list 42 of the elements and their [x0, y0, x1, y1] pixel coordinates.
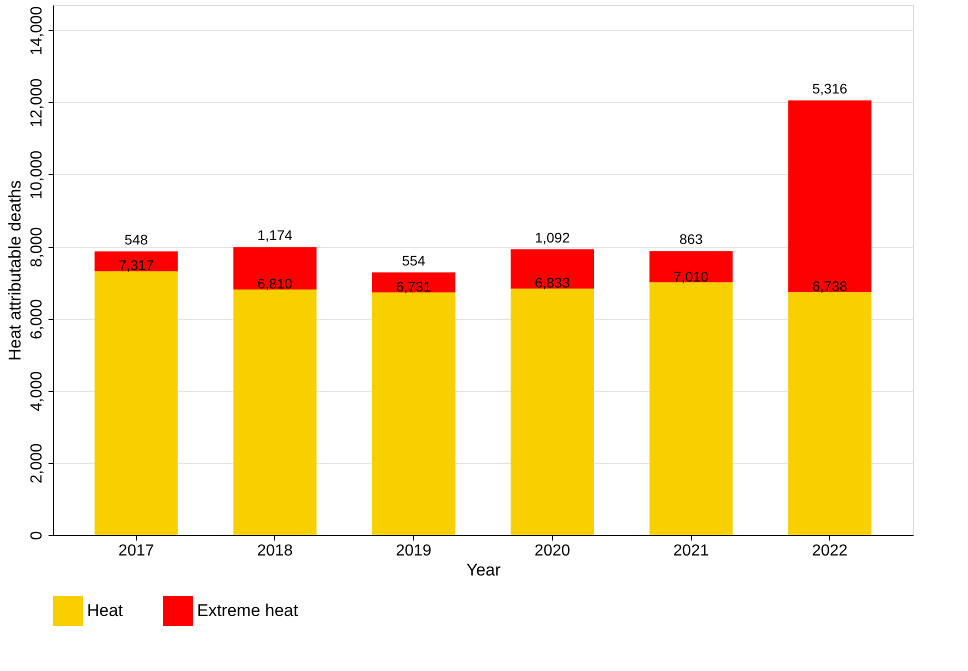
- bar: [649, 282, 733, 535]
- y-tick-label: 0: [28, 530, 46, 540]
- bar: [649, 251, 733, 282]
- y-axis-title: Heat attributable deaths: [6, 180, 24, 361]
- data-label: 863: [679, 231, 703, 248]
- bar: [788, 292, 872, 535]
- data-label: 548: [124, 231, 148, 248]
- data-label: 554: [402, 252, 426, 268]
- y-tick-label: 12,000: [28, 78, 46, 128]
- x-tick-label: 2021: [673, 542, 709, 560]
- data-label: 6,833: [534, 274, 570, 291]
- bar: [510, 288, 594, 535]
- data-label: 7,317: [118, 257, 154, 274]
- y-tick-label: 14,000: [28, 6, 46, 56]
- bar: [372, 272, 456, 292]
- x-tick-label: 2017: [118, 542, 154, 560]
- y-tick-label: 6,000: [28, 299, 46, 340]
- y-tick-label: 10,000: [28, 150, 46, 200]
- bar: [510, 249, 594, 289]
- y-tick-label: 8,000: [28, 226, 46, 268]
- x-tick-label: 2018: [257, 542, 293, 560]
- bar: [372, 292, 456, 535]
- data-label: 6,810: [257, 275, 293, 292]
- y-tick-label: 2,000: [28, 443, 46, 484]
- data-label: 1,174: [257, 227, 293, 244]
- bar: [233, 289, 317, 535]
- x-tick-label: 2020: [534, 542, 570, 560]
- bar: [94, 251, 178, 272]
- x-tick-label: 2019: [396, 542, 432, 560]
- x-axis-title: Year: [466, 560, 502, 580]
- legend-label: Extreme heat: [197, 601, 298, 620]
- data-label: 6,731: [396, 278, 432, 294]
- bar: [94, 271, 178, 535]
- data-label: 1,092: [534, 229, 570, 246]
- y-tick-label: 4,000: [28, 371, 46, 412]
- legend-label: Heat: [87, 601, 124, 620]
- data-label: 6,738: [812, 278, 848, 294]
- x-tick-label: 2022: [812, 542, 848, 560]
- bar: [233, 247, 317, 290]
- data-label: 5,316: [812, 80, 848, 96]
- data-label: 7,010: [674, 268, 709, 284]
- bar: [788, 100, 872, 292]
